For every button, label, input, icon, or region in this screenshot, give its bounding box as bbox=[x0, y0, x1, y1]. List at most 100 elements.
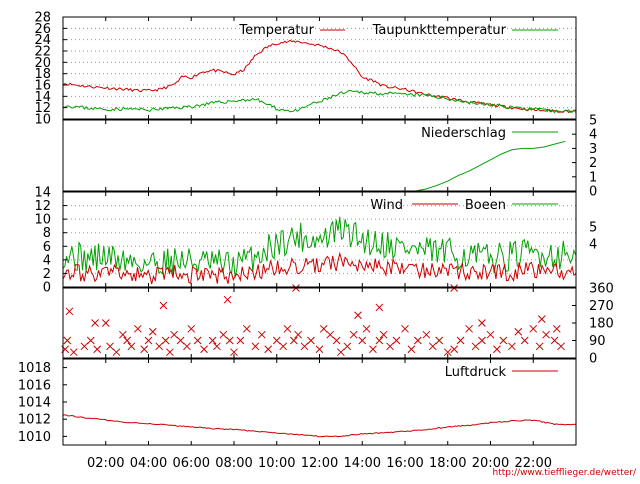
wind-direction-point-stroke-b bbox=[213, 342, 221, 351]
wind-direction-point bbox=[208, 336, 217, 345]
wind-direction-point bbox=[183, 342, 191, 351]
wind-tick-label-14: 14 bbox=[34, 186, 51, 201]
wind-direction-point-stroke-b bbox=[200, 345, 208, 354]
wind-direction-point bbox=[225, 336, 234, 345]
wind-direction-point bbox=[450, 345, 459, 354]
wind-direction-point-stroke-b bbox=[343, 342, 352, 351]
wind-direction-point-stroke-b bbox=[362, 324, 371, 333]
wind-direction-point bbox=[86, 336, 95, 345]
wind-direction-point-stroke-b bbox=[133, 324, 142, 333]
wind-direction-point-stroke-b bbox=[166, 348, 174, 357]
wind-direction-point bbox=[362, 324, 371, 333]
pressure-tick-label-1014: 1014 bbox=[18, 396, 51, 411]
wind-direction-point-stroke-b bbox=[354, 311, 362, 320]
wind-direction-point-stroke-b bbox=[236, 336, 245, 345]
temp-tick-label-28: 28 bbox=[34, 11, 51, 26]
wind-direction-point-stroke-b bbox=[529, 324, 538, 333]
wind-direction-point-stroke-b bbox=[315, 345, 324, 354]
wind-direction-point bbox=[272, 336, 281, 345]
legend-label-taupunkt: Taupunkttemperatur bbox=[372, 23, 507, 38]
wind-tick-label-4: 4 bbox=[43, 253, 51, 268]
panel-frame-0 bbox=[62, 16, 577, 120]
wind-direction-point bbox=[315, 345, 324, 354]
temp-tick-label-12: 12 bbox=[34, 101, 51, 116]
x-tick-label-06:00: 06:00 bbox=[173, 456, 210, 471]
wind-direction-point-stroke-b bbox=[283, 324, 292, 333]
wind-direction-point bbox=[375, 303, 384, 312]
legend-label-boeen: Boeen bbox=[465, 198, 506, 213]
wind-direction-point-stroke-b bbox=[369, 345, 377, 354]
temp-tick-label-18: 18 bbox=[34, 67, 51, 82]
pressure-tick-label-1016: 1016 bbox=[18, 378, 51, 393]
wind-direction-point bbox=[465, 324, 473, 333]
wind-direction-point-stroke-b bbox=[465, 324, 473, 333]
x-tick-label-08:00: 08:00 bbox=[215, 456, 252, 471]
temp-tick-label-20: 20 bbox=[34, 56, 51, 71]
x-tick-label-04:00: 04:00 bbox=[130, 456, 167, 471]
panel-frame-2 bbox=[62, 191, 577, 288]
wind-direction-point bbox=[407, 345, 416, 354]
wind-direction-point bbox=[93, 345, 102, 354]
wind-direction-point-stroke-b bbox=[537, 315, 546, 323]
panel-frame-1 bbox=[62, 119, 577, 192]
wind-direction-point bbox=[80, 342, 89, 351]
wind-direction-point bbox=[537, 315, 546, 323]
wind-direction-point-stroke-b bbox=[101, 319, 110, 327]
wind-direction-point-stroke-b bbox=[91, 319, 99, 327]
wind-direction-point bbox=[386, 342, 394, 351]
beaufort-tick-label-5: 5 bbox=[589, 221, 597, 236]
temperatur-line bbox=[62, 39, 576, 114]
wind-direction-point-stroke-b bbox=[264, 345, 273, 354]
wind-tick-label-2: 2 bbox=[43, 267, 51, 282]
wind-direction-point bbox=[557, 342, 565, 351]
wind-direction-point-stroke-b bbox=[407, 345, 416, 354]
wind-direction-point bbox=[443, 348, 452, 357]
x-tick-label-10:00: 10:00 bbox=[258, 456, 295, 471]
wind-direction-point bbox=[123, 336, 131, 345]
wind-direction-point bbox=[401, 324, 409, 333]
wind-direction-point-stroke-b bbox=[225, 336, 234, 345]
pressure-tick-label-1010: 1010 bbox=[18, 430, 51, 445]
wind-direction-point-stroke-b bbox=[386, 342, 394, 351]
wind-direction-point bbox=[264, 345, 273, 354]
wind-direction-point bbox=[326, 330, 335, 339]
wind-direction-point bbox=[552, 324, 561, 333]
wind-direction-point bbox=[300, 342, 309, 351]
wind-tick-label-10: 10 bbox=[34, 213, 51, 228]
credit-url: http://www.tiefflieger.de/wetter/ bbox=[493, 468, 637, 478]
wind-direction-point-stroke-b bbox=[230, 348, 238, 357]
x-tick-label-22:00: 22:00 bbox=[515, 456, 552, 471]
wind-direction-point-stroke-b bbox=[183, 342, 191, 351]
wind-direction-point-stroke-b bbox=[144, 336, 153, 345]
wind-direction-point-stroke-b bbox=[176, 336, 185, 345]
wind-direction-point bbox=[307, 336, 315, 345]
rain-tick-label-5: 5 bbox=[589, 114, 597, 129]
wind-direction-point-stroke-b bbox=[65, 307, 74, 316]
wind-direction-point bbox=[144, 336, 153, 345]
wind-direction-point-stroke-b bbox=[69, 348, 78, 357]
wind-direction-point-stroke-b bbox=[319, 324, 328, 333]
wind-direction-point bbox=[283, 324, 292, 333]
wind-direction-point-stroke-b bbox=[443, 348, 452, 357]
wind-direction-point bbox=[354, 311, 362, 320]
wind-direction-point bbox=[118, 330, 127, 339]
wind-direction-point bbox=[478, 336, 486, 345]
wind-direction-point bbox=[140, 345, 149, 354]
wind-direction-point-stroke-b bbox=[242, 324, 251, 333]
wind-direction-point-stroke-b bbox=[63, 336, 72, 345]
legend-label-wind: Wind bbox=[370, 198, 403, 213]
wind-direction-point-stroke-b bbox=[118, 330, 127, 339]
luftdruck-line bbox=[62, 414, 576, 438]
wind-direction-point-stroke-b bbox=[223, 295, 232, 304]
temp-tick-label-24: 24 bbox=[34, 33, 51, 48]
wind-direction-point-stroke-b bbox=[478, 336, 486, 345]
wind-direction-point-stroke-b bbox=[349, 330, 358, 339]
wind-direction-point-stroke-b bbox=[337, 348, 345, 357]
wind-direction-point bbox=[294, 330, 302, 339]
wind-direction-point bbox=[176, 336, 185, 345]
wind-direction-point-stroke-b bbox=[486, 330, 495, 339]
wind-direction-point bbox=[550, 336, 559, 345]
wind-direction-point-stroke-b bbox=[550, 336, 559, 345]
pressure-tick-label-1018: 1018 bbox=[18, 361, 51, 376]
wind-direction-point bbox=[343, 342, 352, 351]
